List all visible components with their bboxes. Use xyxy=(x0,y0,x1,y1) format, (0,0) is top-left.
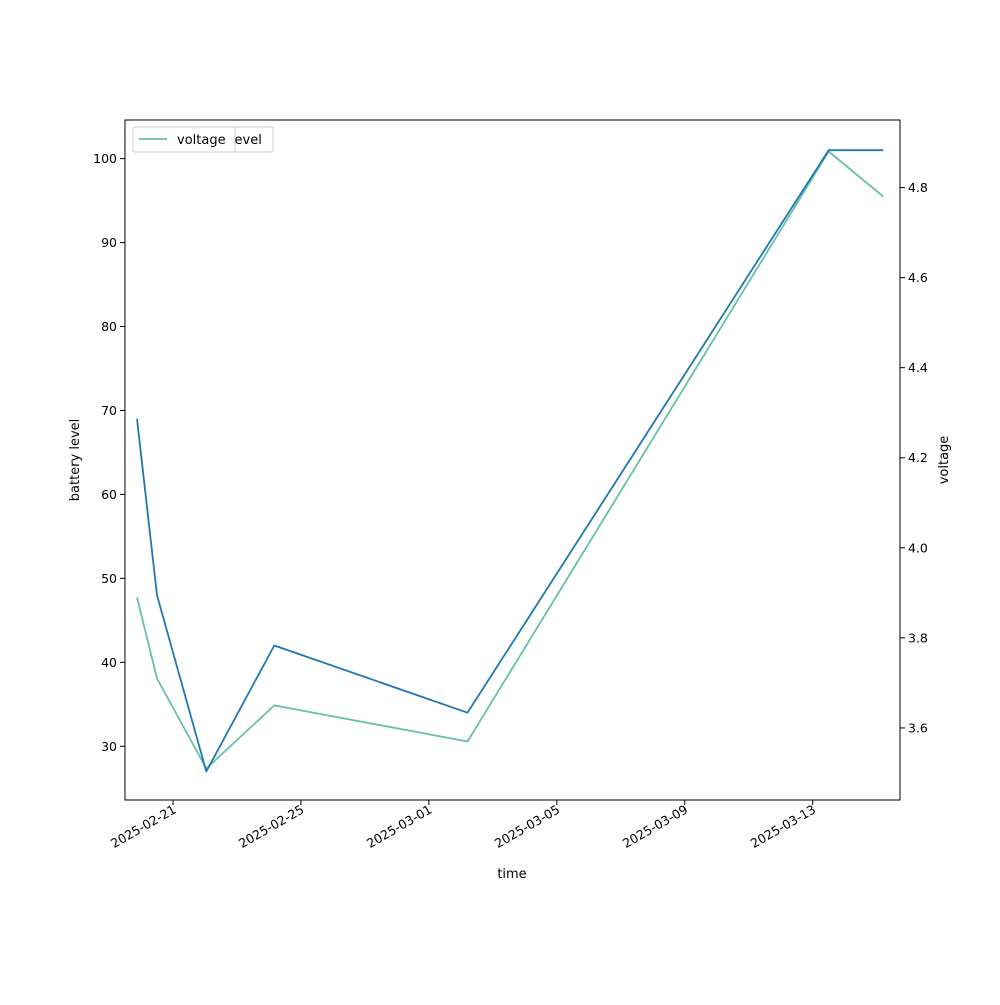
legend-box-front xyxy=(132,126,236,153)
x-tick-label: 2025-03-09 xyxy=(620,802,690,851)
x-tick-label: 2025-03-05 xyxy=(492,802,562,851)
axes-layer: 30 40 50 60 70 80 90 100 3.6 3.8 4.0 4.2 4.4 4.6 4.8 20… xyxy=(93,119,928,851)
y-left-tick-label: 40 xyxy=(101,655,117,670)
series-line-voltage xyxy=(136,150,884,770)
y-left-tick-label: 70 xyxy=(101,403,117,418)
series-line-battery-level xyxy=(136,149,884,773)
x-tick-label: 2025-02-21 xyxy=(108,802,178,851)
y-right-tick-label: 4.6 xyxy=(908,270,928,285)
y-right-tick-label: 3.8 xyxy=(908,630,928,645)
x-axis-label: time xyxy=(497,867,526,882)
y-left-tick-label: 50 xyxy=(101,571,117,586)
y-right-tick-label: 4.0 xyxy=(908,540,928,555)
x-tick-label: 2025-03-13 xyxy=(748,802,818,851)
y-right-tick-label: 4.2 xyxy=(908,450,928,465)
y-left-tick-label: 100 xyxy=(93,151,117,166)
x-tick-label: 2025-02-25 xyxy=(236,802,306,851)
y-right-tick-label: 3.6 xyxy=(908,720,928,735)
y-left-tick-label: 80 xyxy=(101,319,117,334)
y-axis-right-label: voltage xyxy=(937,436,952,485)
y-right-tick-label: 4.4 xyxy=(908,360,928,375)
legend: battery_level voltage xyxy=(132,126,274,153)
x-tick-label: 2025-03-01 xyxy=(364,802,434,851)
plot-frame xyxy=(124,119,901,801)
y-axis-left-label: battery level xyxy=(68,419,83,502)
y-left-tick-label: 60 xyxy=(101,487,117,502)
legend-label-voltage: voltage xyxy=(177,133,226,148)
marks-layer xyxy=(136,149,884,773)
y-right-tick-label: 4.8 xyxy=(908,180,928,195)
y-left-tick-label: 90 xyxy=(101,235,117,250)
y-left-tick-label: 30 xyxy=(101,739,117,754)
